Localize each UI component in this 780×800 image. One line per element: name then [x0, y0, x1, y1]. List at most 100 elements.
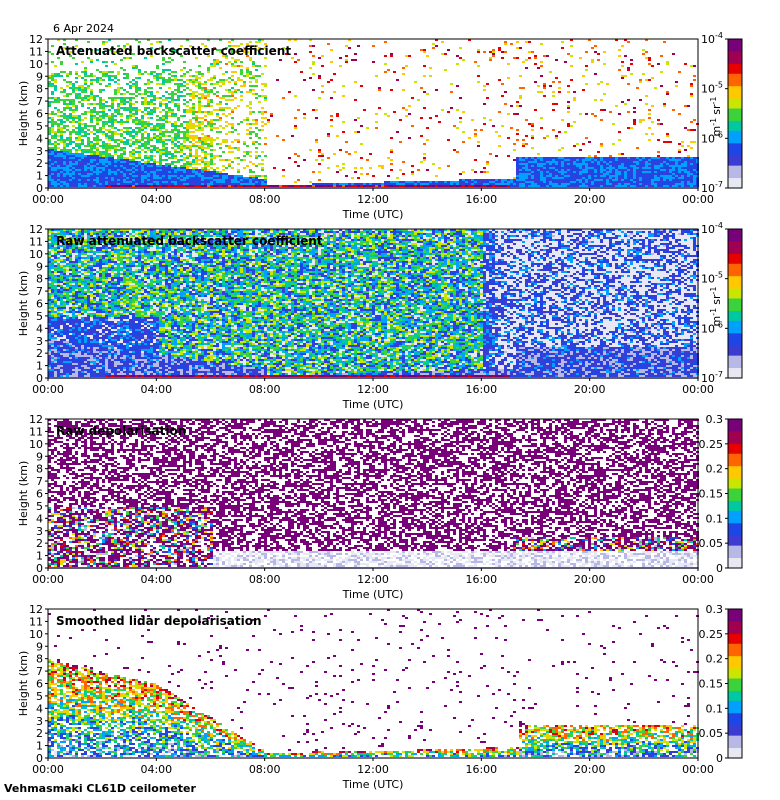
heatmap-cell [219, 97, 222, 99]
heatmap-cell [312, 55, 315, 57]
heatmap-cell [81, 131, 84, 133]
heatmap-cell [174, 125, 177, 127]
heatmap-cell [615, 163, 618, 165]
heatmap-cell [612, 163, 615, 165]
heatmap-cell [678, 113, 681, 115]
heatmap-cell [201, 97, 204, 99]
heatmap-cell [627, 165, 630, 167]
heatmap-cell [609, 111, 612, 113]
heatmap-cell [168, 101, 171, 103]
heatmap-cell [567, 107, 570, 109]
heatmap-cell [693, 169, 696, 171]
heatmap-cell [81, 167, 84, 169]
heatmap-cell [522, 161, 525, 163]
heatmap-cell [105, 61, 108, 63]
heatmap-cell [213, 127, 216, 129]
heatmap-cell [87, 179, 90, 181]
heatmap-cell [417, 185, 420, 187]
heatmap-cell [90, 125, 93, 127]
heatmap-cell [384, 185, 387, 187]
heatmap-cell [126, 177, 129, 179]
heatmap-cell [570, 173, 573, 175]
heatmap-cell [60, 181, 63, 183]
heatmap-cell [117, 113, 120, 115]
heatmap-cell [276, 135, 279, 137]
heatmap-cell [540, 117, 543, 119]
heatmap-cell [549, 179, 552, 181]
heatmap-cell [51, 295, 54, 297]
heatmap-cell [612, 165, 615, 167]
heatmap-cell [516, 57, 519, 59]
heatmap-cell [630, 183, 633, 185]
heatmap-cell [114, 181, 117, 183]
heatmap-cell [57, 303, 60, 305]
heatmap-cell [75, 73, 78, 75]
heatmap-cell [207, 183, 210, 185]
heatmap-cell [657, 181, 660, 183]
heatmap-cell [171, 59, 174, 61]
heatmap-cell [645, 103, 648, 105]
heatmap-cell [123, 175, 126, 177]
heatmap-cell [183, 173, 186, 175]
heatmap-cell [405, 181, 408, 183]
heatmap-cell [231, 117, 234, 119]
heatmap-cell [54, 249, 57, 251]
heatmap-cell [54, 89, 57, 91]
heatmap-cell [324, 185, 327, 187]
heatmap-cell [558, 185, 561, 187]
heatmap-cell [96, 141, 99, 143]
heatmap-cell [132, 83, 135, 85]
heatmap-cell [531, 165, 534, 167]
heatmap-cell [201, 117, 204, 119]
heatmap-cell [261, 181, 264, 183]
heatmap-cell [168, 69, 171, 71]
heatmap-cell [240, 99, 243, 101]
heatmap-cell [270, 115, 273, 117]
heatmap-cell [57, 111, 60, 113]
heatmap-cell [63, 151, 66, 153]
heatmap-cell [318, 171, 321, 173]
heatmap-cell [348, 185, 351, 187]
heatmap-cell [519, 185, 522, 187]
heatmap-cell [651, 185, 654, 187]
heatmap-cell [99, 171, 102, 173]
heatmap-cell [675, 179, 678, 181]
heatmap-cell [666, 167, 669, 169]
heatmap-cell [516, 163, 519, 165]
heatmap-cell [117, 143, 120, 145]
heatmap-cell [237, 65, 240, 67]
heatmap-cell [612, 169, 615, 171]
heatmap-cell [201, 177, 204, 179]
heatmap-cell [189, 179, 192, 181]
heatmap-cell [129, 161, 132, 163]
heatmap-cell [432, 43, 435, 45]
heatmap-cell [54, 361, 57, 363]
heatmap-cell [168, 131, 171, 133]
heatmap-cell [636, 179, 639, 181]
heatmap-cell [249, 77, 252, 79]
heatmap-cell [606, 179, 609, 181]
heatmap-cell [216, 83, 219, 85]
heatmap-cell [192, 127, 195, 129]
heatmap-cell [216, 171, 219, 173]
heatmap-cell [522, 163, 525, 165]
heatmap-cell [360, 185, 363, 187]
heatmap-cell [207, 111, 210, 113]
heatmap-cell [540, 181, 543, 183]
heatmap-cell [258, 95, 261, 97]
heatmap-cell [411, 173, 414, 175]
heatmap-cell [342, 121, 345, 123]
heatmap-cell [237, 89, 240, 91]
heatmap-cell [219, 173, 222, 175]
heatmap-cell [174, 99, 177, 101]
heatmap-cell [609, 159, 612, 161]
heatmap-cell [324, 183, 327, 185]
heatmap-cell [153, 171, 156, 173]
heatmap-cell [633, 173, 636, 175]
heatmap-cell [111, 119, 114, 121]
heatmap-cell [201, 75, 204, 77]
heatmap-cell [384, 113, 387, 115]
heatmap-cell [420, 87, 423, 89]
heatmap-cell [249, 73, 252, 75]
heatmap-cell [150, 91, 153, 93]
